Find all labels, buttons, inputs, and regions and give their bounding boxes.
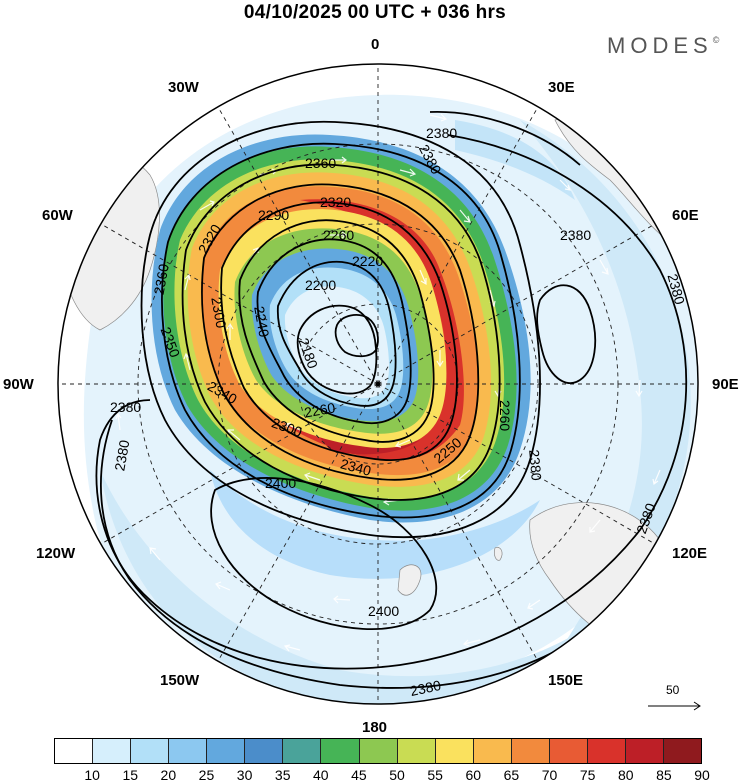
lon-label-90w: 90W: [3, 376, 35, 393]
contour-label: 2240: [251, 305, 272, 339]
contour-label: 2320: [320, 194, 351, 210]
colorbar-tick-label: 35: [274, 767, 291, 783]
longitude-labels: 0 30E 60E 90E 120E 150E 180 150W 120W 90…: [3, 36, 739, 736]
lon-label-180: 180: [362, 719, 387, 736]
colorbar-swatch: [549, 739, 588, 763]
colorbar-tick-label: 45: [351, 767, 367, 783]
colorbar-swatch: [397, 739, 436, 763]
contour-label: 2380: [665, 272, 689, 306]
colorbar-tick-label: 15: [122, 767, 139, 783]
reference-vector-label: 50: [666, 683, 680, 697]
lon-label-60w: 60W: [42, 207, 74, 224]
colorbar-swatch: [473, 739, 512, 763]
chart-title: 04/10/2025 00 UTC + 036 hrs: [243, 2, 507, 23]
colorbar-tick-label: 40: [313, 767, 329, 783]
colorbar-tick-label: 10: [84, 767, 100, 783]
contour-label: 2260: [497, 400, 513, 431]
contour-label: 2300: [208, 296, 229, 330]
colorbar-swatch: [625, 739, 664, 763]
lon-label-120e: 120E: [672, 545, 707, 562]
lon-label-90e: 90E: [712, 376, 739, 393]
colorbar-swatch: [359, 739, 398, 763]
colorbar-swatch: [131, 739, 170, 763]
colorbar-swatch: [245, 739, 284, 763]
lon-label-150e: 150E: [548, 672, 583, 689]
lon-label-30w: 30W: [168, 79, 200, 96]
colorbar-swatch: [93, 739, 132, 763]
contour-label: 2400: [368, 603, 399, 619]
colorbar-ticks: 10 15 20 25 30 35 40 45 50 55 60 65 70 75 80 85 90: [54, 767, 709, 783]
colorbar-tick-label: 65: [503, 767, 520, 783]
colorbar-swatch: [207, 739, 246, 763]
lon-label-60e: 60E: [672, 207, 699, 224]
contour-label: 2380: [111, 438, 132, 472]
colorbar-tick-label: 85: [656, 767, 672, 783]
contour-label: 2360: [305, 155, 336, 171]
colorbar-tick-label: 30: [236, 767, 253, 783]
contour-label: 2380: [409, 677, 443, 699]
colorbar-tick-label: 90: [694, 767, 710, 783]
colorbar-tick-label: 50: [389, 767, 405, 783]
contour-label: 2360: [151, 262, 172, 296]
colorbar-tick-label: 60: [465, 767, 482, 783]
contour-label: 2200: [305, 277, 336, 293]
contour-label: 2260: [303, 399, 337, 420]
colorbar-tick-label: 20: [160, 767, 177, 783]
colorbar: [54, 738, 702, 764]
colorbar-swatch: [511, 739, 550, 763]
contour-label: 2380: [110, 399, 141, 415]
colorbar-swatch: [664, 739, 702, 763]
colorbar-swatch: [321, 739, 360, 763]
colorbar-tick-label: 55: [427, 767, 443, 783]
colorbar-swatch: [587, 739, 626, 763]
lon-label-30e: 30E: [548, 79, 575, 96]
colorbar-tick-label: 70: [541, 767, 558, 783]
map-boundary: [57, 63, 699, 705]
lon-label-150w: 150W: [160, 672, 200, 689]
reference-vector-arrow: [648, 701, 701, 711]
colorbar-swatch: [283, 739, 322, 763]
contour-label: 2380: [560, 227, 591, 243]
wind-vectors: [115, 113, 661, 652]
contour-label: 2290: [258, 207, 289, 223]
contour-label: 2220: [352, 253, 383, 269]
lon-label-0: 0: [371, 36, 379, 53]
colorbar-tick-label: 80: [617, 767, 634, 783]
lon-label-120w: 120W: [36, 545, 76, 562]
colorbar-swatch: [55, 739, 94, 763]
contour-label: 2340: [339, 455, 373, 479]
copyright-mark: ©: [712, 35, 720, 45]
contour-label: 2380: [426, 125, 457, 141]
contour-label: 2400: [265, 475, 296, 491]
jet-stream-fill: [151, 134, 531, 523]
contour-label: 2380: [526, 449, 545, 482]
colorbar-swatch: [169, 739, 208, 763]
brand-text: MODES: [607, 33, 713, 58]
polar-map: 2360 2380 2320 2290 2260 2220 2200 2180 …: [3, 36, 739, 736]
colorbar-tick-label: 25: [198, 767, 215, 783]
colorbar-tick-label: 75: [579, 767, 596, 783]
colorbar-swatch: [435, 739, 474, 763]
south-pole-marker: [375, 381, 381, 387]
contour-label: 2260: [323, 227, 354, 243]
height-contours: [95, 111, 688, 689]
brand-logo: MODES©: [607, 33, 719, 59]
